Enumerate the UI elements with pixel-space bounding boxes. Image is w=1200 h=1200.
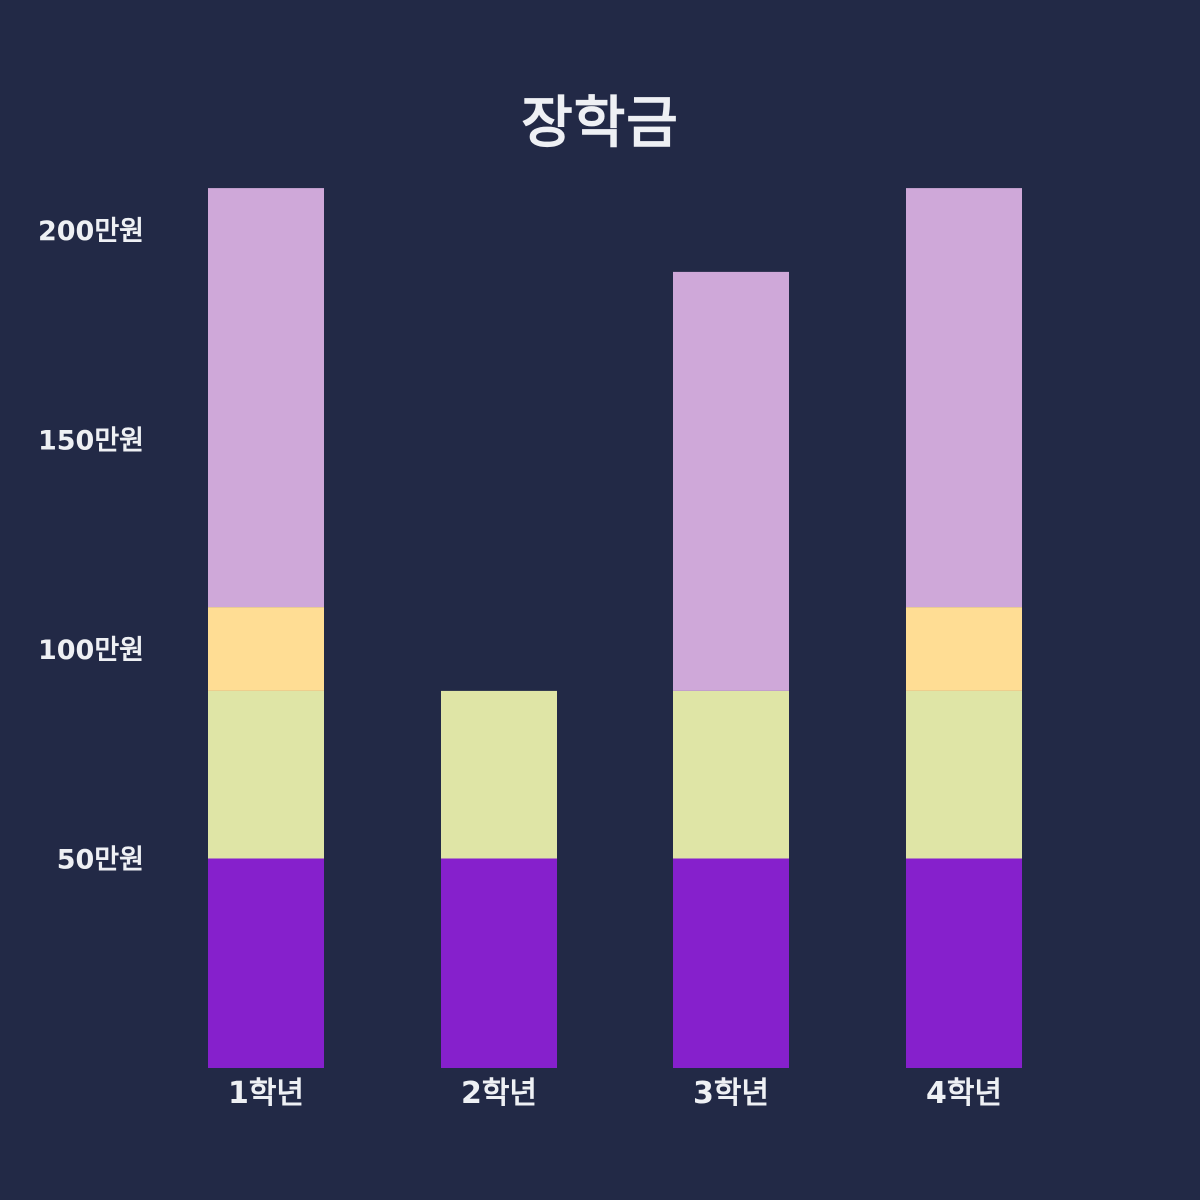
y-tick-label: 150만원 — [38, 426, 144, 457]
y-tick-label: 100만원 — [38, 635, 144, 666]
chart-title: 장학금 — [521, 91, 679, 156]
bar-segment-3-1 — [673, 858, 789, 1068]
x-tick-label: 1학년 — [228, 1076, 304, 1111]
y-tick-label: 200만원 — [38, 216, 144, 247]
x-tick-label: 4학년 — [926, 1076, 1002, 1111]
x-axis-labels: 1학년 2학년 3학년 4학년 — [228, 1076, 1002, 1111]
bar-segment-1-1 — [208, 858, 324, 1068]
bar-segment-3-4 — [673, 271, 789, 691]
bar-segment-4-2 — [906, 690, 1022, 859]
y-tick-label: 50만원 — [57, 845, 144, 876]
bar-segment-1-2 — [208, 690, 324, 859]
bar-segment-4-1 — [906, 858, 1022, 1068]
bar-segment-3-2 — [673, 690, 789, 859]
x-tick-label: 3학년 — [693, 1076, 769, 1111]
bars-layer — [208, 188, 1022, 1068]
bar-segment-1-4 — [208, 188, 324, 608]
bar-segment-1-3 — [208, 607, 324, 691]
bar-segment-4-4 — [906, 188, 1022, 608]
x-tick-label: 2학년 — [461, 1076, 537, 1111]
y-axis-ticks: 50만원 100만원 150만원 200만원 — [38, 216, 144, 876]
bar-segment-2-2 — [441, 690, 557, 859]
bar-segment-2-1 — [441, 858, 557, 1068]
bar-segment-4-3 — [906, 607, 1022, 691]
